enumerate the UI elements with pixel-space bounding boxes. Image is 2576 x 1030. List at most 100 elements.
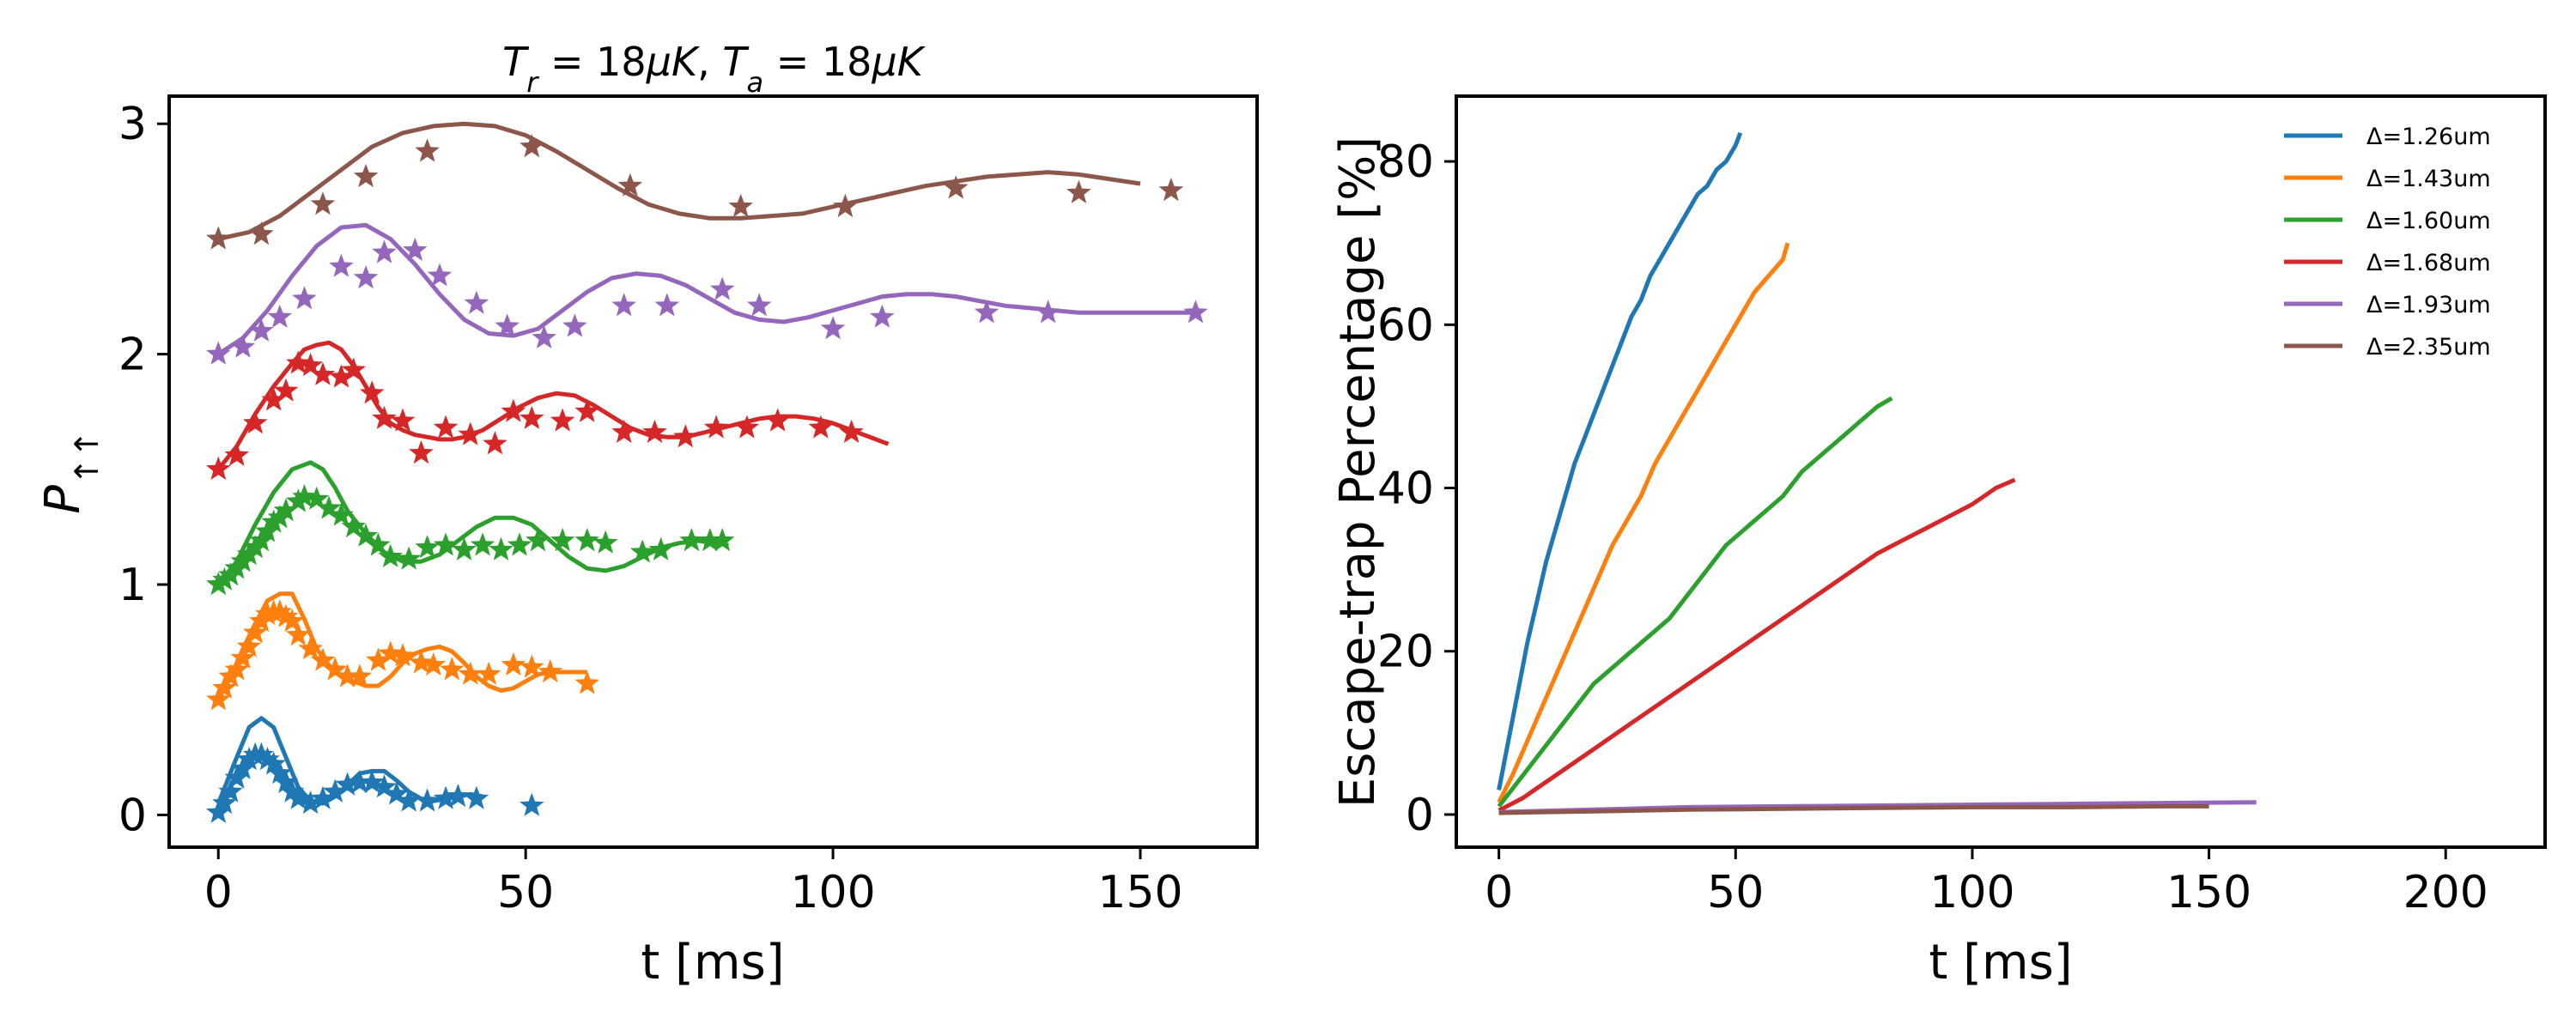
data-point-star [273, 769, 299, 793]
data-point-star [403, 237, 428, 261]
series-line-1 [1497, 242, 1790, 803]
data-point-star [519, 654, 544, 678]
data-point-star [341, 357, 366, 381]
data-point-star [532, 324, 556, 348]
left-axis-ticks: 0 50 100 150 0 1 2 3 [118, 99, 1183, 918]
left-plot-frame [167, 94, 1259, 849]
data-point-star [710, 528, 735, 552]
data-point-star [833, 193, 858, 217]
data-point-star [944, 175, 969, 199]
data-point-star [341, 513, 366, 538]
x-tick-label: 150 [1097, 867, 1182, 918]
x-tick-label: 200 [2403, 867, 2488, 918]
left-chart-title: Tr = 18μK, Ta = 18μK [502, 39, 927, 99]
fit-line-5 [217, 121, 1141, 241]
data-point-star [526, 528, 550, 552]
data-point-star [538, 659, 563, 683]
data-point-star [562, 313, 587, 337]
data-point-star [519, 792, 544, 816]
data-point-star [267, 760, 293, 785]
data-point-star [255, 601, 280, 625]
data-point-star [507, 532, 532, 556]
data-point-star [255, 747, 280, 771]
data-point-star [470, 532, 495, 556]
data-point-star [206, 456, 231, 480]
legend-label: Δ=1.60um [2366, 208, 2491, 234]
data-point-star [261, 387, 286, 411]
y-tick-label: 40 [1377, 464, 1434, 515]
data-point-star [335, 772, 360, 796]
left-plot-marks [206, 121, 1208, 823]
data-point-star [617, 173, 643, 197]
data-point-star [366, 647, 391, 671]
data-point-star [765, 408, 790, 432]
data-point-star [292, 286, 317, 310]
data-point-star [1158, 178, 1184, 202]
data-point-star [574, 670, 599, 694]
data-point-star [550, 408, 575, 432]
data-point-star [206, 341, 231, 365]
data-point-star [415, 138, 440, 162]
data-point-star [501, 652, 526, 676]
data-point-star [489, 536, 513, 560]
data-point-star [360, 380, 385, 404]
data-point-star [477, 661, 501, 685]
legend-label: Δ=1.26um [2366, 124, 2491, 150]
data-point-star [273, 603, 299, 627]
data-point-star [249, 742, 274, 766]
data-point-star [433, 532, 459, 556]
y-tick-label: 80 [1377, 136, 1434, 188]
legend-label: Δ=2.35um [2366, 334, 2491, 360]
data-point-star [323, 779, 348, 803]
right-x-axis-label: t [ms] [1929, 935, 2072, 991]
data-point-star [212, 675, 237, 699]
data-point-star [642, 419, 667, 443]
data-point-star [458, 421, 483, 445]
data-point-star [974, 300, 999, 324]
data-point-star [286, 622, 311, 646]
data-point-star [292, 484, 317, 508]
y-tick-label: 20 [1377, 627, 1434, 678]
data-point-star [648, 536, 673, 560]
data-point-star [611, 293, 636, 317]
data-point-star [574, 528, 599, 552]
data-point-star [415, 788, 440, 812]
data-point-star [384, 781, 410, 805]
data-point-star [329, 364, 354, 388]
data-point-star [372, 774, 397, 798]
data-point-star [310, 785, 336, 809]
y-tick-label: 1 [118, 560, 147, 611]
data-point-star [353, 265, 379, 289]
legend-label: Δ=1.43um [2366, 166, 2491, 192]
data-point-star [446, 784, 471, 808]
data-point-star [409, 440, 434, 464]
data-point-star [347, 769, 373, 793]
data-point-star [206, 572, 231, 596]
x-tick-label: 50 [497, 867, 554, 918]
data-point-star [378, 543, 403, 567]
data-point-star [230, 334, 256, 358]
left-chart-panel: 0 50 100 150 0 1 2 3 Tr = 18μK, Ta = 18μK t [ms… [35, 39, 1259, 991]
series-line-3 [1498, 477, 2016, 813]
data-point-star [261, 751, 286, 775]
x-tick-label: 100 [790, 867, 875, 918]
series-line-5 [1498, 803, 2209, 815]
y-tick-label: 0 [118, 790, 147, 841]
data-point-star [242, 620, 268, 644]
data-point-star [242, 410, 268, 434]
data-point-star [286, 488, 311, 512]
data-point-star [519, 405, 544, 429]
data-point-star [310, 647, 336, 671]
data-point-star [396, 788, 422, 812]
data-point-star [310, 191, 336, 215]
data-point-star [347, 663, 373, 688]
data-point-star [279, 609, 305, 633]
data-point-star [415, 535, 440, 559]
data-point-star [390, 408, 416, 432]
data-point-star [372, 239, 397, 264]
data-point-star [820, 316, 846, 340]
data-point-star [464, 785, 489, 809]
right-plot-frame [1455, 94, 2547, 849]
legend: Δ=1.26um Δ=1.43um Δ=1.60um Δ=1.68um Δ=1.93um… [2284, 124, 2491, 360]
